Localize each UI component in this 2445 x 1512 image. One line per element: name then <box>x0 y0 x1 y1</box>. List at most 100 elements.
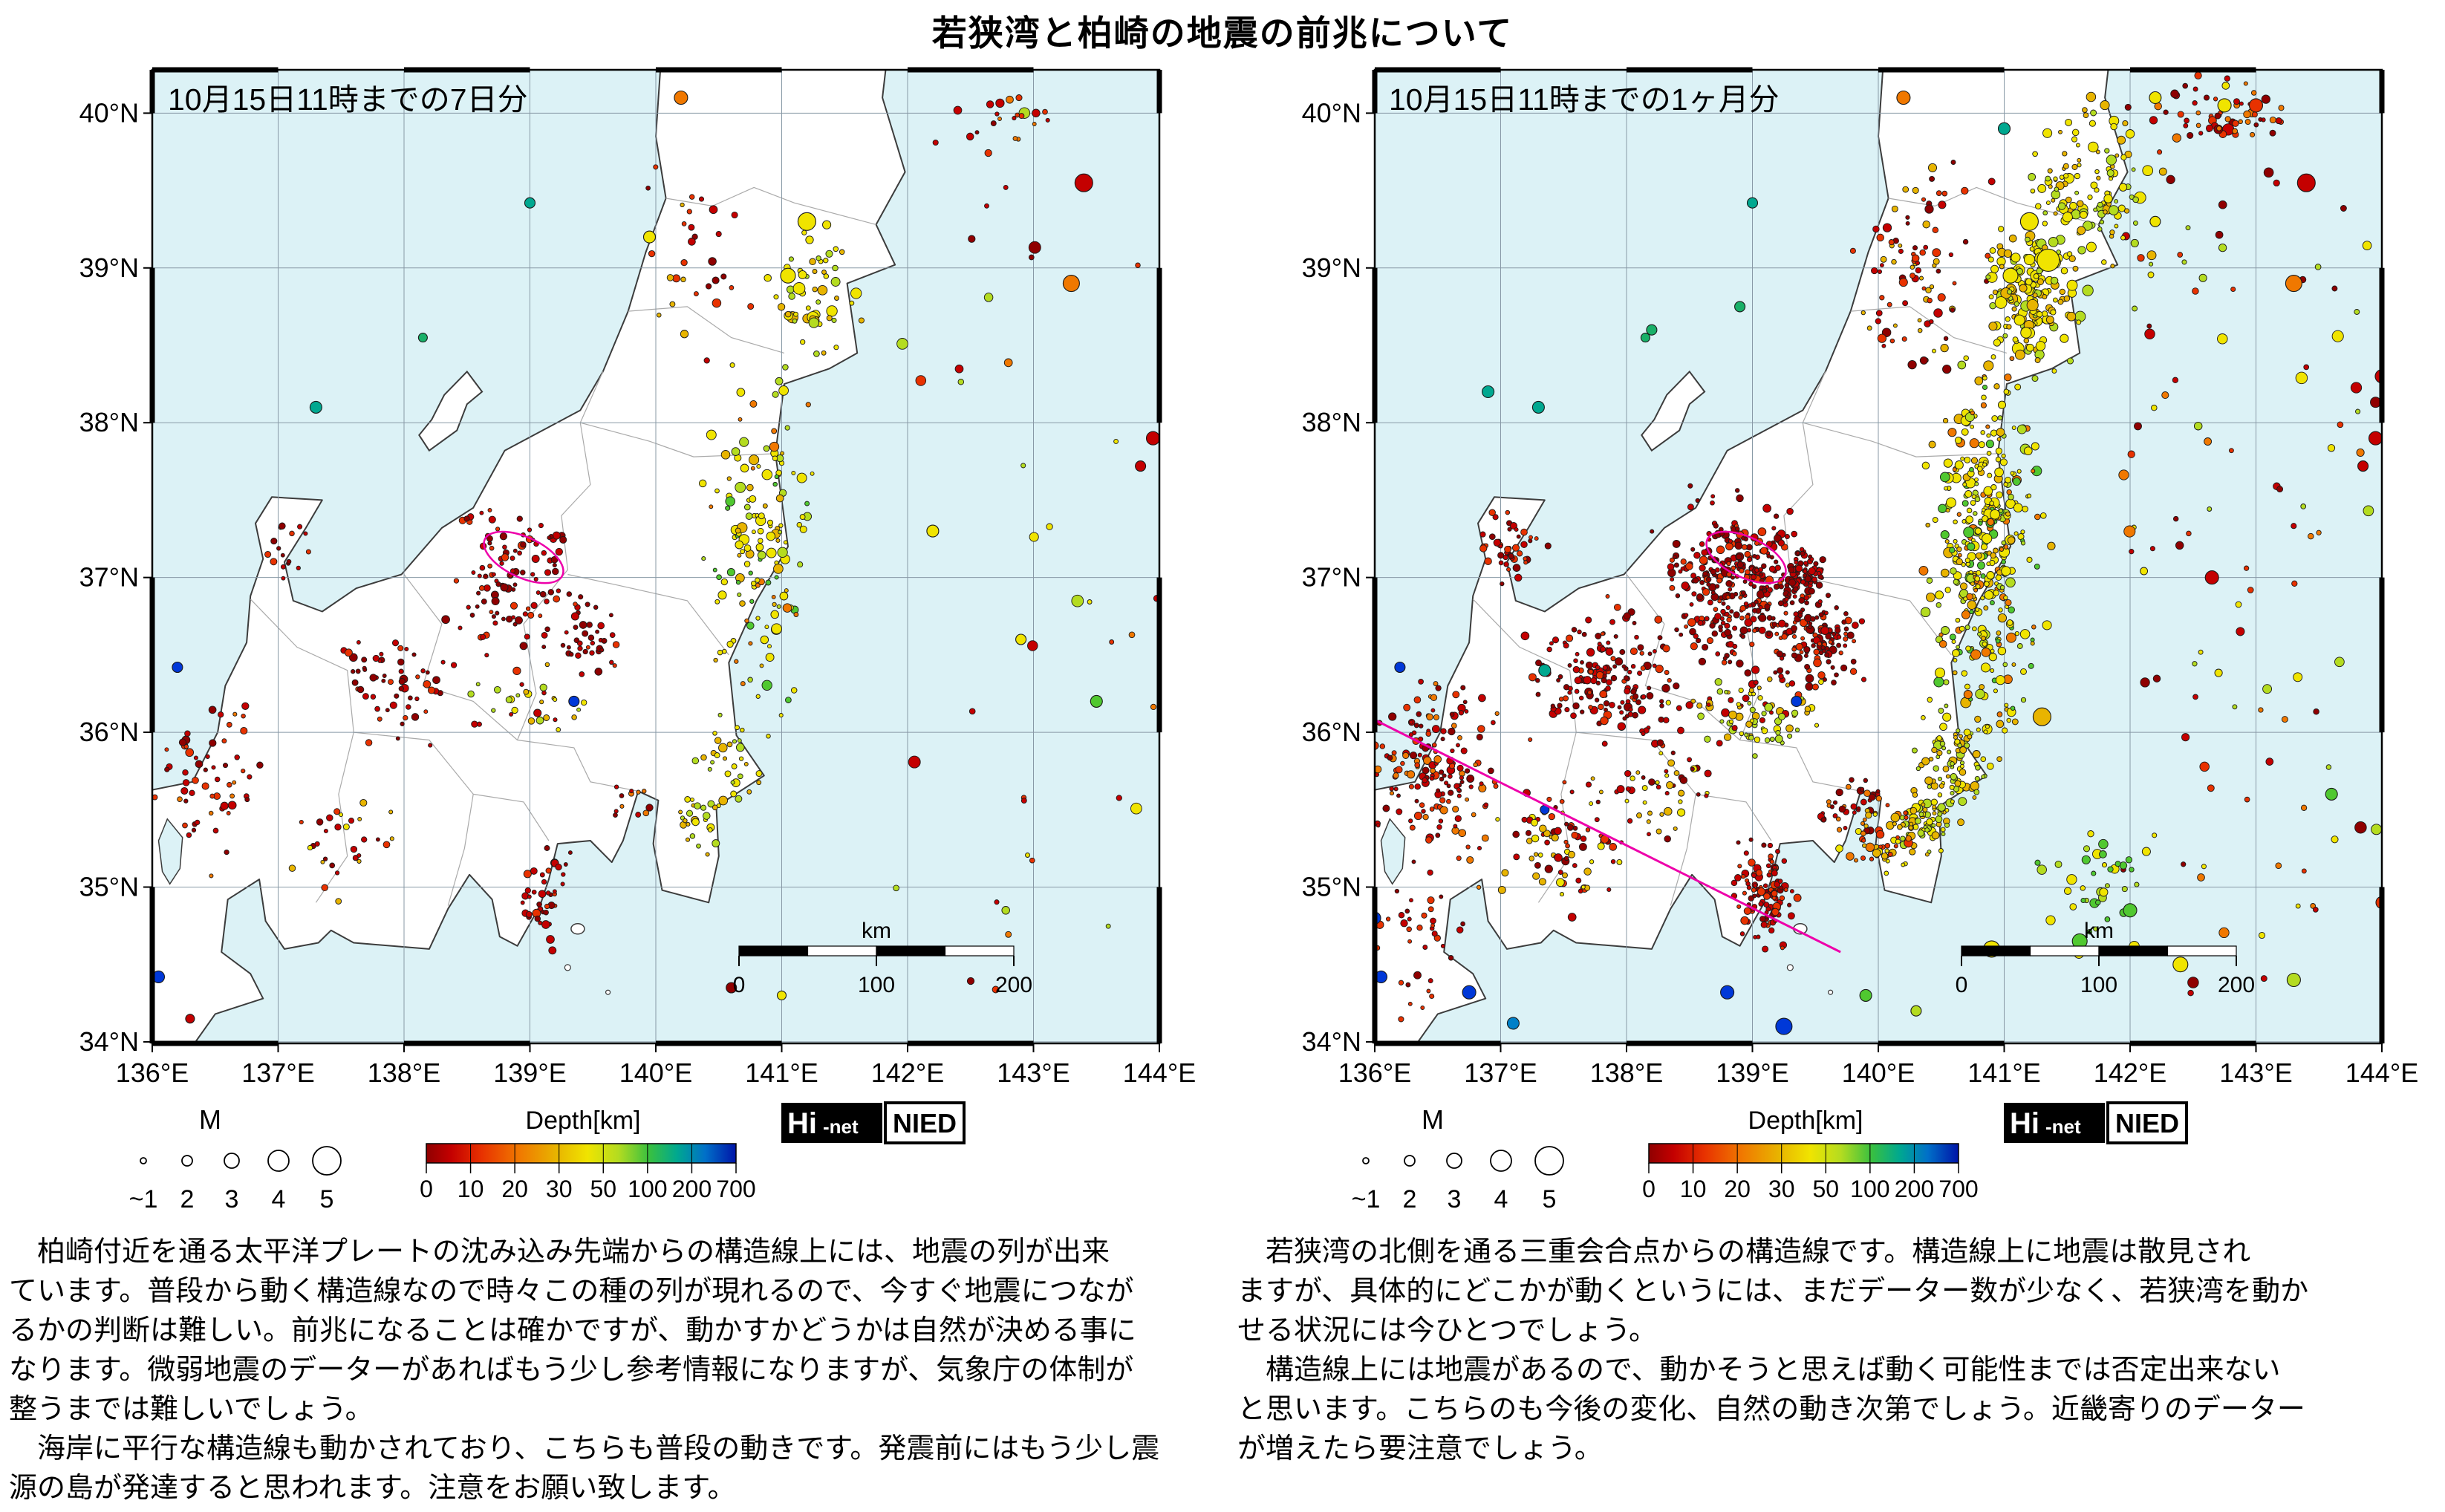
svg-text:5: 5 <box>1543 1185 1557 1213</box>
svg-text:M: M <box>199 1104 221 1135</box>
earthquake-dot <box>1074 173 1093 192</box>
earthquake-dot <box>2296 173 2316 192</box>
svg-text:M: M <box>1422 1104 1444 1135</box>
svg-text:0: 0 <box>1956 973 1968 997</box>
svg-text:141°E: 141°E <box>745 1058 818 1088</box>
svg-text:700: 700 <box>716 1176 755 1202</box>
svg-text:50: 50 <box>1812 1176 1839 1202</box>
svg-text:5: 5 <box>320 1185 334 1213</box>
scale-bar: km 0 100 200 <box>1956 919 2255 997</box>
svg-text:4: 4 <box>1494 1185 1508 1213</box>
earthquake-dot <box>2357 460 2369 472</box>
earthquake-dot <box>1896 90 1911 105</box>
svg-text:36°N: 36°N <box>79 717 139 747</box>
svg-text:140°E: 140°E <box>1842 1058 1915 1088</box>
commentary-left: 柏崎付近を通る太平洋プレートの沈み込み先端からの構造線上には、地震の列が出来 てい… <box>9 1233 1220 1508</box>
earthquake-dot <box>1135 460 1147 472</box>
svg-text:200: 200 <box>1895 1176 1934 1202</box>
earthquake-dot <box>2149 215 2161 227</box>
earthquake-dot <box>185 1014 195 1024</box>
earthquake-dot <box>674 90 688 105</box>
text-line: せる状況には今ひとつでしょう。 <box>1237 1315 1658 1346</box>
svg-text:38°N: 38°N <box>79 407 139 437</box>
earthquake-dots <box>1375 71 2382 1035</box>
svg-text:136°E: 136°E <box>1338 1058 1411 1088</box>
svg-text:NIED: NIED <box>893 1108 957 1138</box>
earthquake-dot <box>1910 1005 1922 1017</box>
earthquake-dots <box>152 90 1159 1024</box>
svg-text:143°E: 143°E <box>2219 1058 2292 1088</box>
svg-text:km: km <box>862 919 891 943</box>
svg-text:100: 100 <box>1850 1176 1889 1202</box>
earthquake-dot <box>1506 1017 1520 1030</box>
svg-text:0: 0 <box>1642 1176 1655 1202</box>
svg-text:0: 0 <box>420 1176 433 1202</box>
text-line: ています。普段から動く構造線なので時々この種の列が現れるので、今すぐ地震につなが <box>9 1276 1134 1307</box>
focus-ellipse <box>483 530 564 584</box>
commentary-right: 若狭湾の北側を通る三重会合点からの構造線です。構造線上に地震は散見されますが、具… <box>1237 1233 2445 1469</box>
svg-text:144°E: 144°E <box>2345 1058 2418 1088</box>
text-line: 整うまでは難しいでしょう。 <box>9 1394 374 1425</box>
earthquake-dot <box>1538 664 1552 677</box>
earthquake-dot <box>2002 267 2019 284</box>
svg-text:200: 200 <box>2218 973 2255 997</box>
svg-text:30: 30 <box>1768 1176 1795 1202</box>
svg-text:20: 20 <box>501 1176 528 1202</box>
svg-text:km: km <box>2084 919 2114 943</box>
svg-text:138°E: 138°E <box>368 1058 440 1088</box>
svg-text:Depth[km]: Depth[km] <box>526 1107 641 1135</box>
svg-text:137°E: 137°E <box>1464 1058 1537 1088</box>
hinet-nied-logo: Hi -net NIED <box>2004 1101 2188 1144</box>
map-geography <box>1375 70 2382 1043</box>
annotations <box>1375 530 1841 954</box>
earthquake-dot <box>642 230 657 244</box>
svg-text:3: 3 <box>225 1185 239 1213</box>
earthquake-dot <box>2217 98 2232 113</box>
text-line: 構造線上には地震があるので、動かそうと思えば動く可能性までは否定出来ない <box>1237 1355 2281 1386</box>
earthquake-dot <box>1734 301 1746 313</box>
earthquake-dot <box>2204 570 2219 585</box>
focus-ellipse <box>1705 530 1787 584</box>
page-title: 若狭湾と柏崎の地震の前兆について <box>931 13 1514 53</box>
earthquake-dot <box>1462 985 1477 1000</box>
earthquake-dot <box>309 400 322 414</box>
svg-text:Hi: Hi <box>2010 1107 2039 1140</box>
svg-text:35°N: 35°N <box>79 871 139 902</box>
earthquake-dot <box>780 267 796 284</box>
svg-text:34°N: 34°N <box>1302 1026 1361 1057</box>
svg-text:100: 100 <box>858 973 895 997</box>
earthquake-dot <box>926 524 940 538</box>
svg-text:30: 30 <box>546 1176 573 1202</box>
svg-text:144°E: 144°E <box>1123 1058 1196 1088</box>
earthquake-dot <box>726 982 738 994</box>
svg-text:39°N: 39°N <box>1302 252 1361 283</box>
svg-text:10: 10 <box>1680 1176 1707 1202</box>
svg-text:-net: -net <box>823 1115 859 1138</box>
earthquake-dot <box>2286 972 2301 988</box>
svg-text:~1: ~1 <box>129 1185 158 1213</box>
text-line: 若狭湾の北側を通る三重会合点からの構造線です。構造線上に地震は散見され <box>1237 1236 2251 1268</box>
svg-text:50: 50 <box>590 1176 616 1202</box>
earthquake-dot <box>1775 1017 1793 1035</box>
svg-text:20: 20 <box>1724 1176 1751 1202</box>
svg-text:141°E: 141°E <box>1967 1058 2040 1088</box>
svg-text:200: 200 <box>995 973 1032 997</box>
svg-text:143°E: 143°E <box>997 1058 1070 1088</box>
earthquake-dot <box>1646 324 1658 336</box>
svg-text:35°N: 35°N <box>1302 871 1361 902</box>
earthquake-dot <box>1859 988 1872 1002</box>
svg-text:Depth[km]: Depth[km] <box>1748 1107 1863 1135</box>
earthquake-dot <box>2019 212 2039 231</box>
annotations <box>483 530 564 584</box>
earthquake-dot <box>1015 633 1027 645</box>
text-line: ますが、具体的にどこかが動くというには、まだデーター数が少なく、若狭湾を動か <box>1237 1276 2309 1307</box>
earthquake-dot <box>1997 122 2011 135</box>
text-line: と思います。こちらのも今後の変化、自然の動き次第でしょう。近畿寄りのデーター <box>1237 1394 2305 1425</box>
svg-text:40°N: 40°N <box>1302 97 1361 128</box>
earthquake-dot <box>2248 98 2264 113</box>
earthquake-dot <box>1394 661 1406 674</box>
earthquake-dot <box>2037 248 2060 272</box>
svg-text:139°E: 139°E <box>1716 1058 1788 1088</box>
axis-labels: 136°E 137°E 138°E 139°E 140°E 141°E 142°E 143°E… <box>1302 97 2419 1088</box>
earthquake-dot <box>1746 197 1759 209</box>
